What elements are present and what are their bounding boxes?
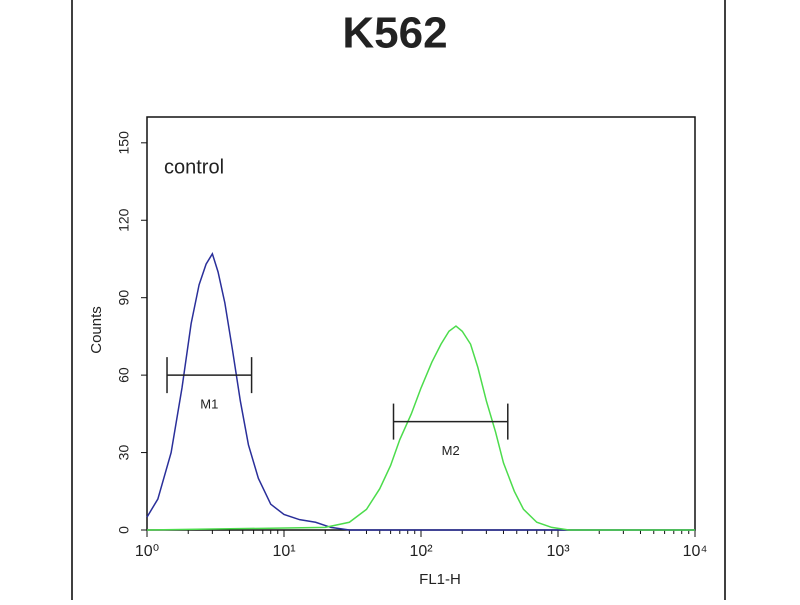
plot-frame [146,116,696,531]
y-tick-label: 0 [116,526,132,534]
y-tick-label: 60 [116,367,132,383]
x-axis-label: FL1-H [419,571,461,588]
y-tick-label: 90 [116,290,132,306]
y-tick-label: 150 [116,131,132,155]
x-tick-label: 10⁴ [683,543,708,560]
series-line [146,251,695,531]
x-tick-label: 10² [409,543,433,560]
y-tick-label: 30 [116,445,132,461]
marker-label: M2 [442,443,460,458]
y-axis-label: Counts [88,306,105,354]
x-tick-label: 10¹ [272,543,295,560]
marker-label: M1 [200,397,218,412]
series-name: control [164,156,224,178]
y-tick-label: 120 [116,208,132,232]
series-line [146,325,695,531]
chart-title: K562 [342,9,447,58]
x-tick-label: 10⁰ [135,543,159,560]
x-tick-label: 10³ [546,543,570,560]
